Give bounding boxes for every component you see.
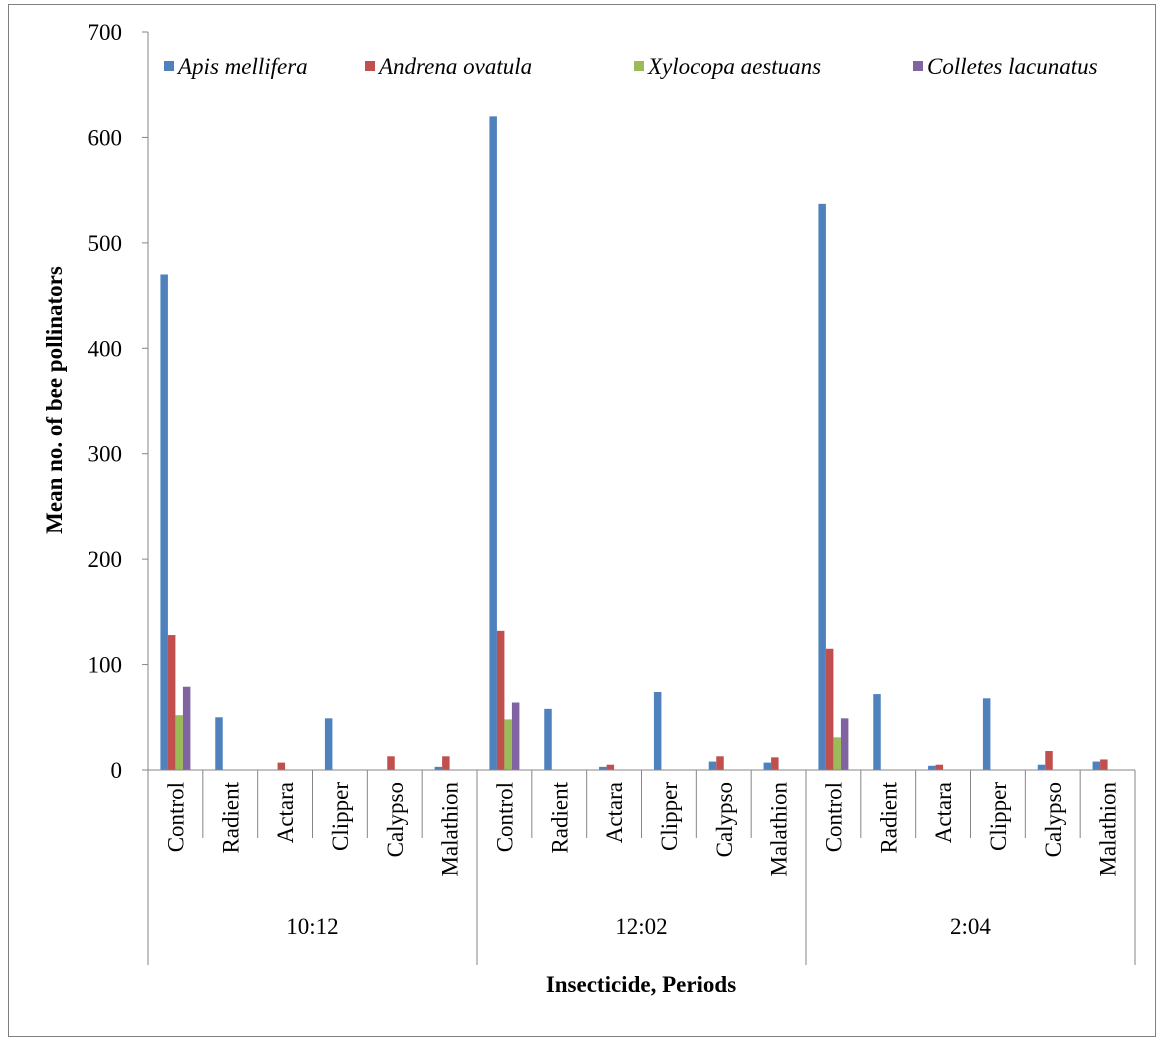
y-tick-label: 700 [88,20,123,45]
bar [982,698,991,770]
legend-swatch [365,61,375,71]
y-tick-label: 300 [88,442,123,467]
bar [716,756,724,770]
y-tick-label: 0 [111,758,123,783]
bar [1092,761,1101,770]
tick-labels: 0 100 200 300 400 500 600 700 Control Radient Acta… [88,20,1121,939]
bar [606,764,615,770]
bar [763,762,772,770]
category-label: Control [821,782,846,852]
legend: Apis mellifera Andrena ovatula Xylocopa ae… [164,54,1098,79]
category-label: Actara [931,782,956,843]
y-axis-title: Mean no. of bee pollinators [42,266,67,534]
legend-label: Colletes lacunatus [927,54,1098,79]
legend-label: Andrena ovatula [377,54,532,79]
group-label: 12:02 [615,914,667,939]
bar [496,630,505,770]
bar [825,648,834,770]
category-label: Actara [602,782,627,843]
bar [434,766,443,770]
bar [708,761,717,770]
category-label: Calypso [712,782,737,857]
category-label: Clipper [657,782,682,851]
category-label: Malathion [1096,782,1121,877]
category-label: Radient [876,781,901,853]
bar [873,694,881,770]
y-tick-label: 200 [88,547,123,572]
bar [489,116,497,771]
bar [935,764,944,770]
y-tick-label: 600 [88,125,123,150]
category-label: Clipper [328,782,353,851]
bar [175,715,183,770]
bar [324,718,333,770]
bar [442,756,450,770]
chart-frame [8,4,1156,1037]
bar [833,737,841,770]
category-label: Malathion [767,782,792,877]
bar [504,719,512,770]
category-label: Calypso [383,782,408,857]
bar [599,766,607,770]
legend-swatch [913,61,923,71]
category-label: Clipper [986,782,1011,851]
category-label: Malathion [438,782,463,877]
category-label: Control [492,782,517,852]
bar [215,717,223,770]
group-label: 10:12 [286,914,338,939]
bar [1045,751,1053,770]
bar [928,765,936,770]
category-label: Calypso [1041,782,1066,857]
bar [167,635,176,770]
category-label: Radient [547,781,572,853]
legend-label: Xylocopa aestuans [647,54,821,79]
legend-label: Apis mellifera [176,54,308,79]
bar [387,756,395,770]
y-tick-label: 100 [88,653,123,678]
legend-swatch [634,61,644,71]
bars [160,116,1108,771]
bar [1037,764,1046,770]
category-label: Control [163,782,188,852]
bar [277,762,286,770]
bar [160,274,168,770]
bar [511,702,520,770]
bar [771,757,779,770]
bar [840,718,849,770]
group-label: 2:04 [950,914,991,939]
bar [818,203,826,770]
legend-swatch [164,61,174,71]
bar [653,691,662,770]
bar [544,708,552,770]
bar [182,686,191,770]
y-tick-label: 500 [88,231,123,256]
y-tick-label: 400 [88,336,123,361]
bar [1100,759,1108,770]
x-axis-title: Insecticide, Periods [546,972,736,997]
axes [142,31,1136,965]
category-label: Actara [273,782,298,843]
category-label: Radient [218,781,243,853]
